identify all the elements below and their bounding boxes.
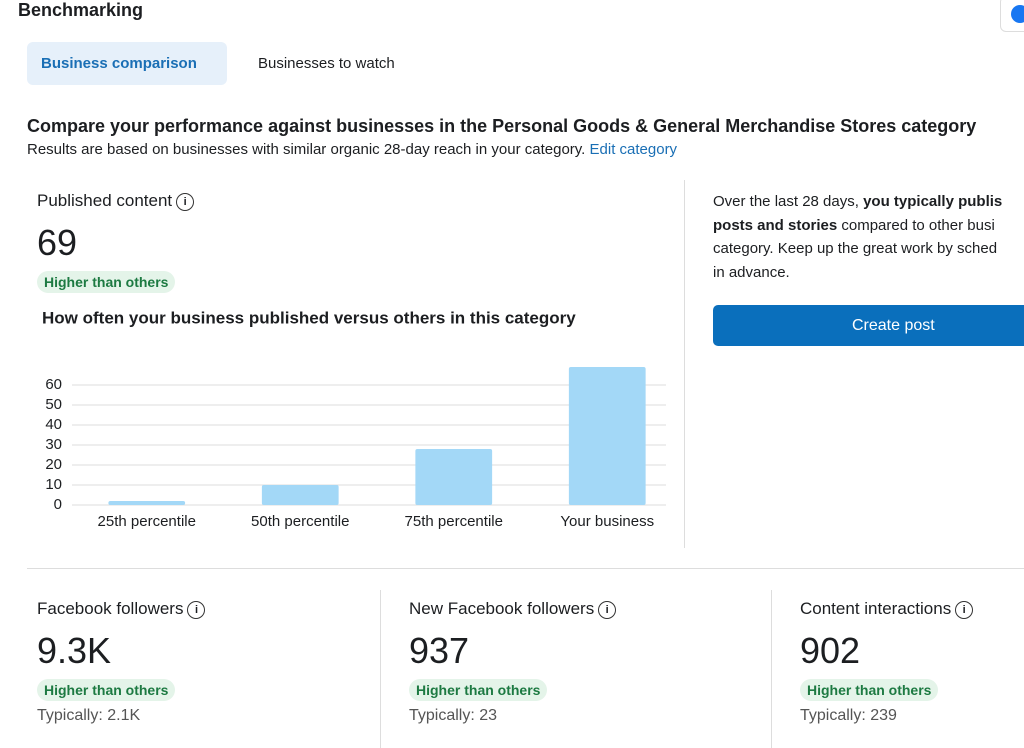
- section-heading: Compare your performance against busines…: [27, 116, 977, 136]
- text: you typically publis: [863, 193, 1003, 210]
- text: Facebook followers: [37, 599, 184, 618]
- divider: [380, 590, 381, 748]
- create-post-button[interactable]: Create post: [713, 305, 1024, 346]
- metric-value: 902: [800, 630, 861, 671]
- metric-label: New Facebook followers i: [409, 599, 617, 619]
- badge: Higher than others: [37, 679, 176, 701]
- info-icon[interactable]: i: [955, 601, 974, 619]
- x-tick-label: 50th percentile: [251, 513, 349, 530]
- text: Published content: [37, 191, 173, 210]
- metric-label: Published content i: [37, 191, 195, 211]
- bar: [108, 501, 186, 505]
- bar: [261, 485, 339, 505]
- divider: [27, 568, 1024, 569]
- metric-typical: Typically: 239: [800, 707, 897, 724]
- section-text: Results are based on businesses with sim…: [27, 141, 677, 158]
- metric-value: 9.3K: [37, 630, 112, 671]
- bar: [568, 367, 646, 505]
- x-tick-label: 75th percentile: [405, 513, 503, 530]
- metric-typical: Typically: 23: [409, 707, 498, 724]
- x-tick-label: Your business: [560, 513, 654, 530]
- text: compared to other busi: [837, 216, 995, 234]
- info-icon[interactable]: i: [176, 193, 195, 211]
- line: category. Keep up the great work by sche…: [713, 237, 1024, 261]
- text: posts and stories: [713, 216, 838, 234]
- link[interactable]: Edit category: [589, 141, 678, 158]
- bar: [415, 449, 493, 505]
- page-title: Benchmarking: [18, 0, 144, 20]
- badge: Higher than others: [800, 679, 939, 701]
- divider: [684, 180, 685, 548]
- line: Over the last 28 days, you typically pub…: [713, 190, 1024, 214]
- tab[interactable]: Business comparison: [27, 42, 227, 85]
- text: category. Keep up the great work by sche…: [713, 240, 998, 257]
- line: in advance.: [713, 261, 1024, 285]
- metric-label: Content interactions i: [800, 599, 974, 619]
- y-tick-label: 20: [45, 456, 62, 473]
- chart: How often your business published versus…: [42, 308, 666, 530]
- y-tick-label: 10: [45, 476, 62, 493]
- x-tick-label: 25th percentile: [98, 513, 196, 530]
- y-tick-label: 0: [54, 496, 62, 513]
- divider: [771, 590, 772, 748]
- metric-label: Facebook followers i: [37, 599, 206, 619]
- y-tick-label: 30: [45, 436, 62, 453]
- info-icon[interactable]: i: [187, 601, 206, 619]
- metric-value: 937: [409, 630, 470, 671]
- text: in advance.: [713, 263, 790, 281]
- text: Results are based on businesses with sim…: [27, 141, 586, 158]
- line: posts and stories compared to other busi: [713, 214, 1024, 238]
- tab[interactable]: Businesses to watch: [258, 55, 395, 72]
- app-icon[interactable]: [1000, 0, 1024, 32]
- text: New Facebook followers: [409, 599, 595, 618]
- icon-glyph: [1011, 5, 1024, 23]
- badge: Higher than others: [37, 271, 176, 293]
- text: Over the last 28 days,: [713, 193, 864, 210]
- y-tick-label: 60: [45, 376, 62, 393]
- text: Content interactions: [800, 599, 952, 618]
- summary-text: Over the last 28 days, you typically pub…: [713, 190, 1024, 284]
- chart-title: How often your business published versus…: [42, 308, 576, 327]
- info-icon[interactable]: i: [598, 601, 617, 619]
- badge: Higher than others: [409, 679, 548, 701]
- y-tick-label: 50: [45, 396, 62, 413]
- metric-value: 69: [37, 222, 78, 263]
- metric-typical: Typically: 2.1K: [37, 707, 141, 724]
- y-tick-label: 40: [45, 416, 62, 433]
